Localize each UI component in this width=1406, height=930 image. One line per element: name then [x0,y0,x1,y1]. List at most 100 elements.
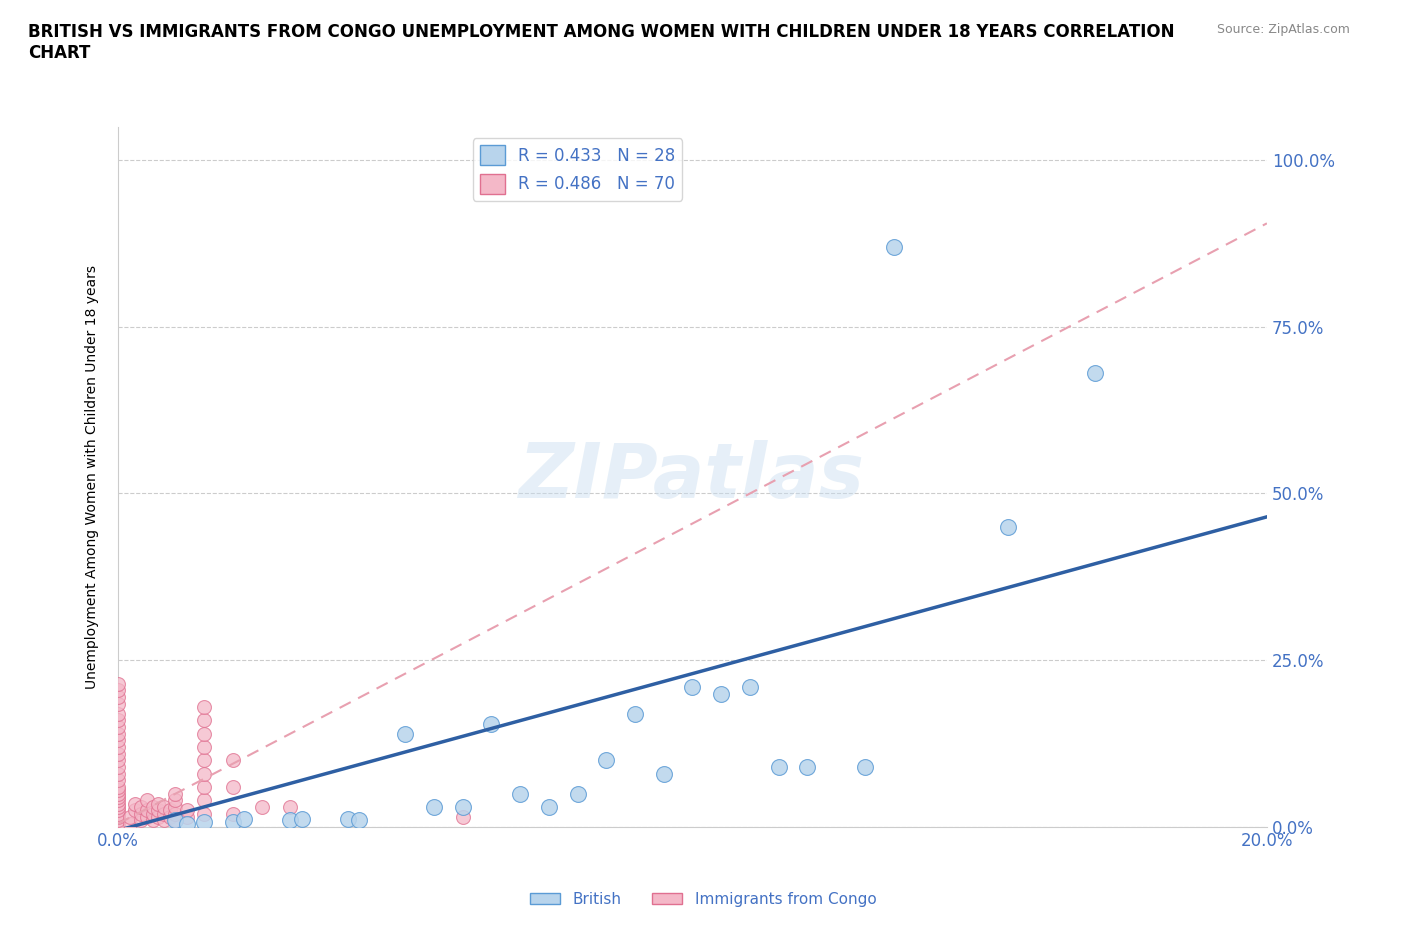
Point [1084,366,1107,381]
Point [118,810,141,825]
Point [148,810,170,825]
Point [141,813,163,828]
Text: BRITISH VS IMMIGRANTS FROM CONGO UNEMPLOYMENT AMONG WOMEN WITH CHILDREN UNDER 18: BRITISH VS IMMIGRANTS FROM CONGO UNEMPLO… [28,23,1174,62]
Point [537,800,560,815]
Point [107,733,129,748]
Point [193,699,215,714]
Point [193,806,215,821]
Point [853,760,876,775]
Legend: British, Immigrants from Congo: British, Immigrants from Congo [523,886,883,913]
Point [129,813,152,828]
Point [124,796,146,811]
Point [423,800,446,815]
Point [107,689,129,704]
Point [141,806,163,821]
Point [107,810,129,825]
Point [193,713,215,728]
Point [129,800,152,815]
Point [107,786,129,801]
Point [107,793,129,808]
Point [165,813,187,828]
Point [222,753,245,768]
Point [107,790,129,804]
Point [481,716,503,731]
Point [710,686,733,701]
Point [394,726,416,741]
Point [222,779,245,794]
Point [107,753,129,768]
Point [997,520,1019,535]
Point [165,813,187,828]
Point [118,817,141,831]
Point [107,697,129,711]
Point [107,676,129,691]
Point [148,803,170,817]
Point [176,810,198,825]
Point [107,766,129,781]
Point [193,766,215,781]
Point [595,753,617,768]
Point [107,713,129,728]
Point [107,803,129,817]
Point [153,806,176,821]
Point [193,779,215,794]
Legend: R = 0.433   N = 28, R = 0.486   N = 70: R = 0.433 N = 28, R = 0.486 N = 70 [474,139,682,201]
Point [165,793,187,808]
Point [165,786,187,801]
Point [107,760,129,775]
Text: Source: ZipAtlas.com: Source: ZipAtlas.com [1216,23,1350,36]
Point [883,239,905,254]
Point [135,810,157,825]
Point [652,766,675,781]
Point [451,800,474,815]
Point [250,800,273,815]
Point [291,812,314,827]
Point [129,806,152,821]
Point [193,753,215,768]
Point [222,815,245,830]
Point [193,793,215,808]
Point [624,706,647,721]
Point [682,680,704,695]
Point [567,786,589,801]
Point [148,796,170,811]
Point [107,813,129,828]
Point [107,817,129,831]
Point [509,786,531,801]
Point [159,803,181,817]
Point [193,815,215,830]
Point [796,760,818,775]
Point [233,812,256,827]
Point [107,779,129,794]
Point [107,706,129,721]
Point [135,803,157,817]
Point [107,796,129,811]
Point [107,746,129,761]
Point [280,813,302,828]
Point [153,800,176,815]
Point [107,800,129,815]
Point [159,810,181,825]
Point [107,739,129,754]
Point [176,803,198,817]
Point [165,800,187,815]
Point [124,803,146,817]
Point [107,773,129,788]
Point [768,760,790,775]
Point [107,683,129,698]
Point [107,806,129,821]
Point [141,800,163,815]
Point [107,720,129,735]
Point [222,806,245,821]
Text: ZIPatlas: ZIPatlas [519,440,866,513]
Point [135,793,157,808]
Point [153,813,176,828]
Point [349,813,371,828]
Point [176,817,198,831]
Point [107,783,129,798]
Point [451,810,474,825]
Point [165,806,187,821]
Point [107,726,129,741]
Point [193,726,215,741]
Point [738,680,761,695]
